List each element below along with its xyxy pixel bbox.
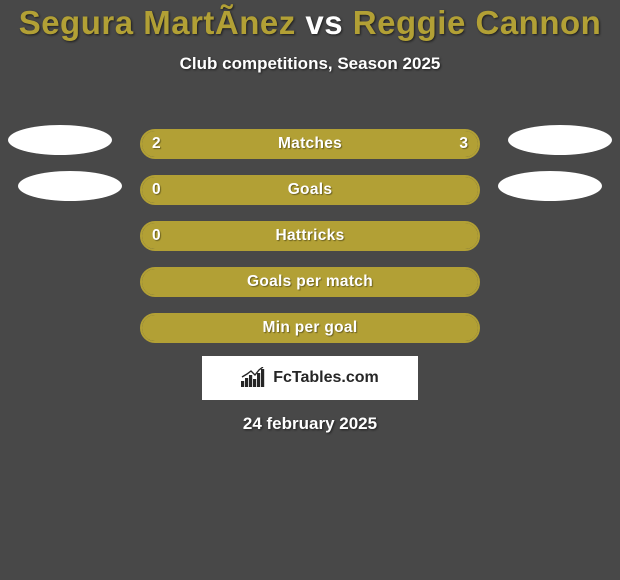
- stat-label: Hattricks: [142, 223, 478, 249]
- legend: FcTables.com: [202, 356, 418, 400]
- right-ellipse: [508, 125, 612, 155]
- vs-text: vs: [296, 4, 353, 41]
- stat-left-value: 0: [152, 223, 161, 249]
- legend-inner: FcTables.com: [241, 367, 379, 389]
- player-left-name: Segura MartÃ­nez: [19, 4, 296, 41]
- left-ellipse: [18, 171, 122, 201]
- page-title: Segura MartÃ­nez vs Reggie Cannon: [0, 4, 620, 42]
- stat-row: Matches2 3: [0, 118, 620, 164]
- stat-left-value: 0: [152, 177, 161, 203]
- bar-chart-icon: [241, 367, 267, 389]
- stat-label: Goals per match: [142, 269, 478, 295]
- stat-bar: Matches2 3: [140, 129, 480, 159]
- subtitle: Club competitions, Season 2025: [0, 54, 620, 74]
- stat-bar: Min per goal: [140, 313, 480, 343]
- right-ellipse: [498, 171, 602, 201]
- legend-text: FcTables.com: [273, 369, 379, 387]
- stat-bar: Goals0: [140, 175, 480, 205]
- stat-bar: Hattricks0: [140, 221, 480, 251]
- date: 24 february 2025: [0, 414, 620, 434]
- stat-row: Hattricks0: [0, 210, 620, 256]
- stat-label: Matches: [142, 131, 478, 157]
- chart-wrap: Segura MartÃ­nez vs Reggie Cannon Club c…: [0, 0, 620, 434]
- stat-label: Min per goal: [142, 315, 478, 341]
- stat-row: Goals0: [0, 164, 620, 210]
- stats-rows: Matches23Goals0Hattricks0Goals per match…: [0, 118, 620, 348]
- stat-bar: Goals per match: [140, 267, 480, 297]
- left-ellipse: [8, 125, 112, 155]
- player-right-name: Reggie Cannon: [353, 4, 602, 41]
- stat-row: Goals per match: [0, 256, 620, 302]
- stat-row: Min per goal: [0, 302, 620, 348]
- stat-left-value: 2: [152, 131, 161, 157]
- stat-right-value: 3: [459, 131, 468, 157]
- stat-label: Goals: [142, 177, 478, 203]
